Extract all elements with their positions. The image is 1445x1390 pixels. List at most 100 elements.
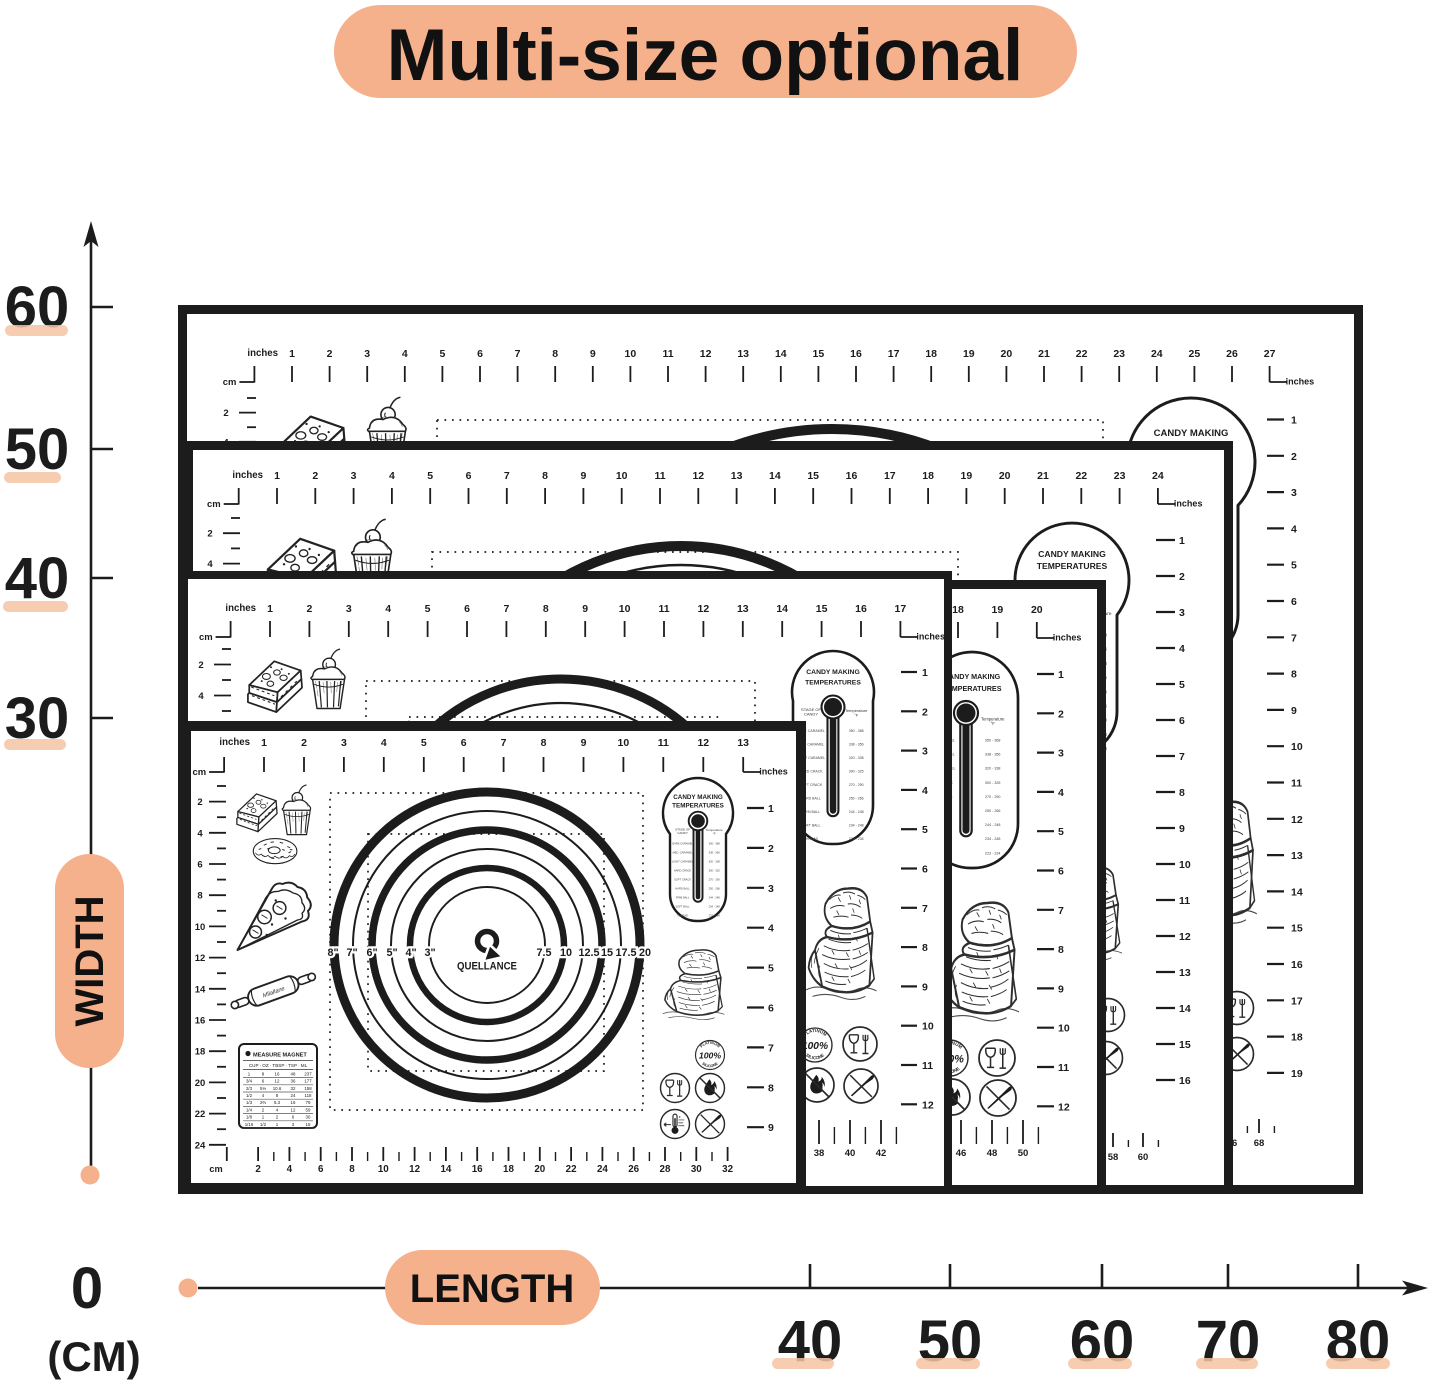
svg-text:11: 11 [1291, 778, 1302, 790]
svg-text:2: 2 [922, 706, 928, 718]
svg-text:4: 4 [262, 1093, 265, 1098]
svg-text:1: 1 [1179, 535, 1185, 547]
svg-text:1: 1 [1058, 669, 1064, 681]
svg-text:11: 11 [654, 470, 665, 482]
svg-text:5: 5 [421, 737, 427, 749]
svg-text:LIGHT CARAMEL: LIGHT CARAMEL [672, 859, 694, 863]
svg-text:6: 6 [466, 470, 472, 482]
svg-text:234 - 248: 234 - 248 [985, 837, 1001, 841]
svg-text:DARK CARAMEL: DARK CARAMEL [797, 729, 825, 733]
svg-text:5.3: 5.3 [274, 1100, 281, 1105]
svg-text:4: 4 [385, 603, 391, 615]
svg-text:7.5: 7.5 [536, 947, 551, 959]
svg-text:118: 118 [305, 1093, 313, 1098]
svg-text:350 - 368: 350 - 368 [709, 841, 721, 845]
svg-text:244 - 248: 244 - 248 [709, 895, 721, 899]
svg-text:12: 12 [1058, 1101, 1070, 1113]
svg-text:10: 10 [616, 470, 628, 482]
svg-text:1/2: 1/2 [260, 1122, 267, 1127]
svg-text:8: 8 [1179, 787, 1185, 799]
svg-text:2: 2 [223, 408, 228, 419]
svg-text:22: 22 [1076, 348, 1088, 360]
svg-text:9: 9 [1179, 823, 1185, 835]
svg-text:9: 9 [590, 348, 596, 360]
svg-text:20: 20 [1031, 604, 1043, 616]
svg-text:10: 10 [1058, 1023, 1070, 1035]
svg-text:FIRM BALL: FIRM BALL [802, 810, 820, 814]
svg-text:24: 24 [291, 1093, 296, 1098]
svg-text:300 - 325: 300 - 325 [709, 868, 721, 872]
svg-text:MED. CARAMEL: MED. CARAMEL [798, 743, 825, 747]
svg-text:9: 9 [1291, 705, 1297, 717]
svg-text:2/3: 2/3 [246, 1086, 253, 1091]
svg-text:Temperature: Temperature [706, 828, 723, 832]
svg-text:14: 14 [775, 348, 787, 360]
svg-text:59: 59 [306, 1107, 311, 1112]
svg-text:5: 5 [425, 603, 431, 615]
svg-text:11: 11 [658, 603, 669, 615]
svg-text:3: 3 [1179, 607, 1185, 619]
svg-text:16: 16 [1291, 959, 1303, 971]
svg-text:18: 18 [925, 348, 937, 360]
svg-text:20: 20 [195, 1078, 206, 1089]
svg-text:20: 20 [1001, 348, 1013, 360]
svg-text:HARD BALL: HARD BALL [801, 797, 821, 801]
svg-text:1: 1 [248, 1071, 251, 1076]
svg-text:8: 8 [542, 470, 548, 482]
svg-text:17: 17 [884, 470, 896, 482]
svg-text:1/3: 1/3 [246, 1100, 253, 1105]
svg-text:25: 25 [1189, 348, 1201, 360]
svg-text:32: 32 [291, 1086, 296, 1091]
svg-text:13: 13 [737, 348, 749, 360]
svg-text:13: 13 [737, 737, 749, 749]
svg-text:2: 2 [1058, 708, 1064, 720]
svg-text:1/2: 1/2 [246, 1093, 253, 1098]
svg-text:48: 48 [987, 1148, 998, 1159]
svg-text:26: 26 [628, 1164, 639, 1175]
svg-text:42: 42 [876, 1148, 887, 1159]
svg-text:10: 10 [560, 947, 572, 959]
svg-text:cm: cm [192, 767, 206, 778]
svg-text:7: 7 [504, 470, 510, 482]
svg-text:30: 30 [691, 1164, 702, 1175]
svg-text:3: 3 [922, 746, 928, 758]
svg-text:320 - 338: 320 - 338 [985, 767, 1001, 771]
svg-text:6: 6 [197, 860, 202, 871]
svg-text:inches: inches [225, 603, 256, 614]
svg-text:250 - 266: 250 - 266 [709, 886, 721, 890]
svg-text:SOFT CRACK: SOFT CRACK [674, 877, 691, 881]
svg-text:8: 8 [922, 942, 928, 954]
svg-text:SOFT BALL: SOFT BALL [676, 904, 691, 908]
svg-text:14: 14 [1179, 1003, 1191, 1015]
svg-text:7: 7 [1291, 632, 1297, 644]
svg-text:1/4: 1/4 [246, 1107, 253, 1112]
svg-text:9: 9 [580, 470, 586, 482]
svg-text:158: 158 [304, 1086, 312, 1091]
svg-text:6: 6 [1058, 866, 1064, 878]
svg-text:4: 4 [197, 828, 203, 839]
svg-text:11: 11 [922, 1060, 933, 1072]
svg-text:1: 1 [922, 667, 928, 679]
svg-text:21: 21 [1037, 470, 1049, 482]
svg-text:1/16: 1/16 [245, 1122, 254, 1127]
svg-text:12: 12 [195, 953, 206, 964]
svg-text:14: 14 [769, 470, 781, 482]
svg-text:inches: inches [1174, 499, 1203, 509]
svg-text:338 - 356: 338 - 356 [709, 850, 721, 854]
svg-text:FIRM BALL: FIRM BALL [676, 895, 690, 899]
svg-text:14: 14 [1291, 886, 1303, 898]
svg-text:68: 68 [1254, 1138, 1265, 1149]
svg-text:10.6: 10.6 [273, 1086, 282, 1091]
svg-text:9: 9 [922, 981, 928, 993]
svg-text:12: 12 [697, 737, 709, 749]
svg-text:inches: inches [1286, 377, 1315, 387]
svg-text:MED. CARAMEL: MED. CARAMEL [673, 850, 694, 854]
svg-text:270 - 290: 270 - 290 [849, 783, 864, 787]
svg-text:16: 16 [850, 348, 862, 360]
svg-text:3/4: 3/4 [246, 1079, 253, 1084]
svg-text:14: 14 [195, 984, 206, 995]
svg-text:WIDTH: WIDTH [68, 895, 112, 1026]
svg-text:4: 4 [768, 923, 774, 935]
svg-text:inches: inches [1053, 633, 1082, 643]
svg-text:15: 15 [807, 470, 819, 482]
